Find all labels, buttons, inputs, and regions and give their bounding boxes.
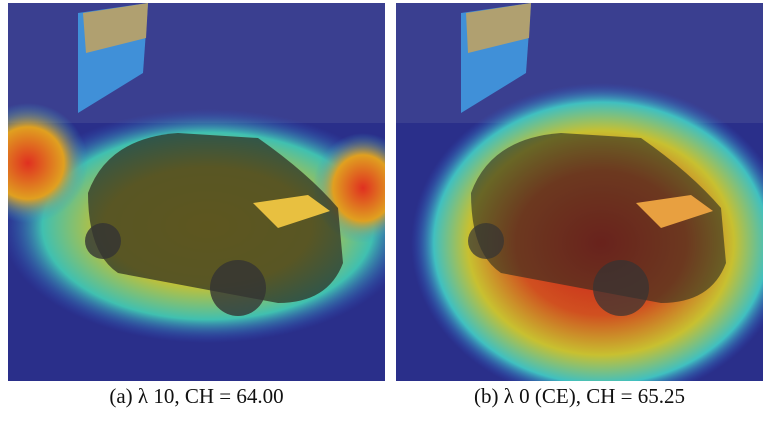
- page: (a) λ 10, CH = 64.00 (b) λ 0 (CE), CH = …: [0, 0, 763, 423]
- caption-b: (b) λ 0 (CE), CH = 65.25: [396, 384, 763, 409]
- heatmap-image-a: [8, 3, 385, 381]
- heatmap-image-b: [396, 3, 763, 381]
- caption-a: (a) λ 10, CH = 64.00: [8, 384, 385, 409]
